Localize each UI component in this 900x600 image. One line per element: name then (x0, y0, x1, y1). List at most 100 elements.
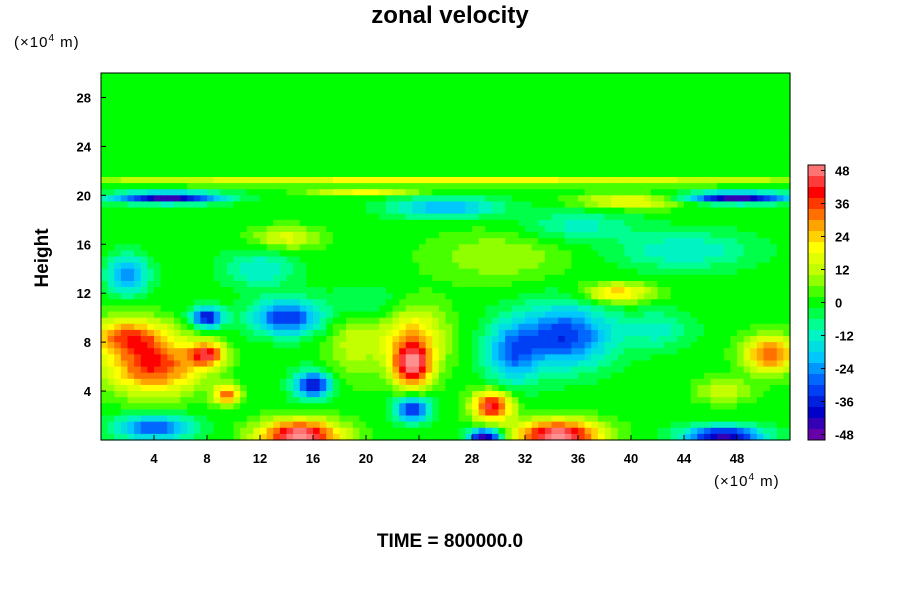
heatmap-cell (425, 232, 433, 239)
heatmap-cell (313, 176, 321, 184)
heatmap-cell (366, 91, 374, 99)
heatmap-cell (571, 360, 579, 368)
heatmap-cell (525, 207, 533, 215)
heatmap-cell (611, 329, 619, 337)
heatmap-cell (578, 85, 586, 92)
heatmap-cell (518, 268, 526, 276)
heatmap-cell (750, 348, 758, 355)
heatmap-cell (120, 262, 129, 270)
heatmap-cell (120, 225, 129, 233)
heatmap-cell (498, 360, 506, 368)
heatmap-cell (438, 164, 447, 172)
heatmap-cell (120, 85, 129, 92)
heatmap-cell (180, 170, 188, 178)
heatmap-cell (445, 305, 453, 313)
heatmap-cell (419, 311, 427, 319)
heatmap-cell (485, 97, 493, 105)
heatmap-cell (472, 360, 480, 368)
heatmap-cell (359, 287, 367, 294)
heatmap-cell (558, 183, 566, 190)
heatmap-cell (438, 244, 447, 251)
heatmap-cell (293, 280, 301, 288)
heatmap-cell (525, 91, 533, 99)
heatmap-cell (498, 354, 506, 362)
heatmap-cell (286, 121, 294, 129)
heatmap-cell (213, 189, 221, 196)
heatmap-cell (637, 195, 645, 203)
heatmap-cell (498, 85, 506, 92)
heatmap-cell (438, 183, 447, 190)
heatmap-cell (339, 140, 347, 147)
heatmap-cell (597, 311, 606, 319)
heatmap-cell (240, 329, 248, 337)
heatmap-cell (379, 238, 387, 245)
heatmap-cell (346, 262, 354, 270)
heatmap-cell (743, 336, 751, 343)
heatmap-cell (299, 146, 307, 154)
heatmap-cell (114, 348, 122, 355)
heatmap-cell (233, 115, 241, 123)
heatmap-cell (578, 146, 586, 154)
heatmap-cell (432, 121, 440, 129)
heatmap-cell (107, 121, 115, 129)
heatmap-cell (213, 158, 221, 166)
heatmap-cell (624, 360, 632, 368)
heatmap-cell (366, 121, 374, 129)
heatmap-cell (756, 225, 765, 233)
heatmap-cell (120, 73, 129, 80)
heatmap-cell (114, 293, 122, 300)
heatmap-cell (518, 348, 526, 355)
heatmap-cell (571, 348, 579, 355)
heatmap-cell (173, 201, 182, 209)
heatmap-cell (220, 97, 228, 105)
heatmap-cell (584, 176, 592, 184)
heatmap-cell (392, 158, 400, 166)
heatmap-cell (233, 176, 241, 184)
heatmap-cell (604, 115, 612, 123)
heatmap-cell (180, 103, 188, 111)
heatmap-cell (710, 97, 718, 105)
heatmap-cell (246, 91, 254, 99)
heatmap-cell (617, 287, 625, 294)
heatmap-cell (313, 329, 321, 337)
heatmap-cell (525, 317, 533, 325)
heatmap-cell (101, 91, 109, 99)
heatmap-cell (346, 158, 354, 166)
heatmap-cell (346, 250, 354, 258)
heatmap-cell (452, 299, 460, 307)
heatmap-cell (346, 140, 354, 147)
heatmap-cell (697, 262, 705, 270)
heatmap-cell (286, 342, 294, 349)
heatmap-cell (167, 146, 175, 154)
heatmap-cell (392, 140, 400, 147)
heatmap-cell (604, 225, 612, 233)
heatmap-cell (352, 170, 360, 178)
heatmap-cell (657, 262, 665, 270)
heatmap-cell (226, 323, 235, 331)
heatmap-cell (405, 299, 413, 307)
heatmap-cell (392, 207, 400, 215)
heatmap-cell (544, 317, 553, 325)
heatmap-cell (564, 354, 572, 362)
heatmap-cell (717, 213, 725, 221)
heatmap-cell (690, 250, 698, 258)
heatmap-cell (425, 91, 433, 99)
heatmap-cell (445, 91, 453, 99)
heatmap-cell (200, 170, 208, 178)
heatmap-cell (578, 128, 586, 135)
heatmap-cell (306, 73, 314, 80)
heatmap-cell (684, 79, 692, 86)
heatmap-cell (432, 183, 440, 190)
heatmap-cell (491, 225, 500, 233)
heatmap-cell (359, 79, 367, 86)
heatmap-cell (604, 73, 612, 80)
heatmap-cell (326, 232, 334, 239)
heatmap-cell (452, 91, 460, 99)
heatmap-cell (154, 311, 162, 319)
heatmap-cell (352, 213, 360, 221)
heatmap-cell (120, 305, 129, 313)
heatmap-cell (260, 219, 268, 227)
heatmap-cell (233, 274, 241, 282)
heatmap-cell (207, 109, 215, 117)
heatmap-cell (690, 360, 698, 368)
